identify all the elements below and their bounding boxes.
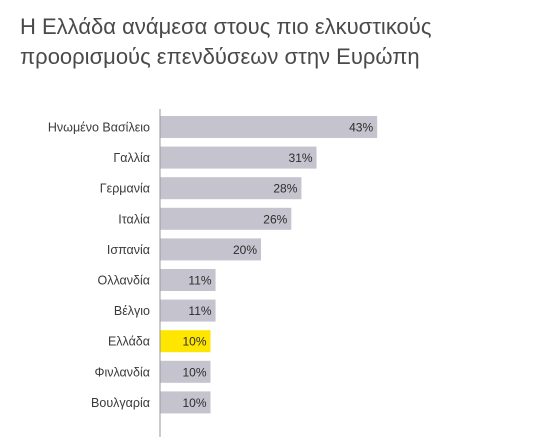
bar-0: [160, 116, 378, 138]
value-label: 10%: [182, 365, 206, 379]
bar-8: [160, 360, 211, 383]
category-label: Βουλγαρία: [91, 396, 150, 410]
bar-3: [160, 207, 292, 230]
bar-2: [160, 177, 302, 200]
value-label: 10%: [182, 335, 206, 349]
bars-layer: Ηνωμένο Βασίλειο 43% Γαλλία 31% Γερμανία 28% Ι…: [48, 116, 378, 414]
bar-7: [160, 330, 211, 353]
bar-9: [160, 391, 211, 414]
bar-1: [160, 146, 317, 169]
category-label: Ισπανία: [107, 243, 150, 257]
category-label: Ηνωμένο Βασίλειο: [48, 121, 150, 135]
category-label: Βέλγιο: [114, 304, 150, 318]
category-label: Φινλανδία: [95, 365, 151, 379]
value-label: 43%: [349, 121, 373, 135]
category-label: Ιταλία: [118, 212, 150, 226]
category-label: Ελλάδα: [108, 335, 150, 349]
value-label: 26%: [263, 212, 287, 226]
value-label: 11%: [188, 274, 211, 288]
category-label: Γερμανία: [100, 182, 150, 196]
value-label: 10%: [182, 396, 206, 410]
category-label: Ολλανδία: [98, 274, 150, 288]
value-label: 20%: [233, 243, 257, 257]
value-label: 28%: [273, 182, 297, 196]
value-label: 11%: [188, 304, 211, 318]
chart-title: Η Ελλάδα ανάμεσα στους πιο ελκυστικούς π…: [20, 14, 432, 69]
bar-5: [160, 269, 216, 291]
bar-6: [160, 299, 216, 322]
bar-4: [160, 238, 261, 261]
value-label: 31%: [289, 151, 313, 165]
category-label: Γαλλία: [113, 151, 150, 165]
